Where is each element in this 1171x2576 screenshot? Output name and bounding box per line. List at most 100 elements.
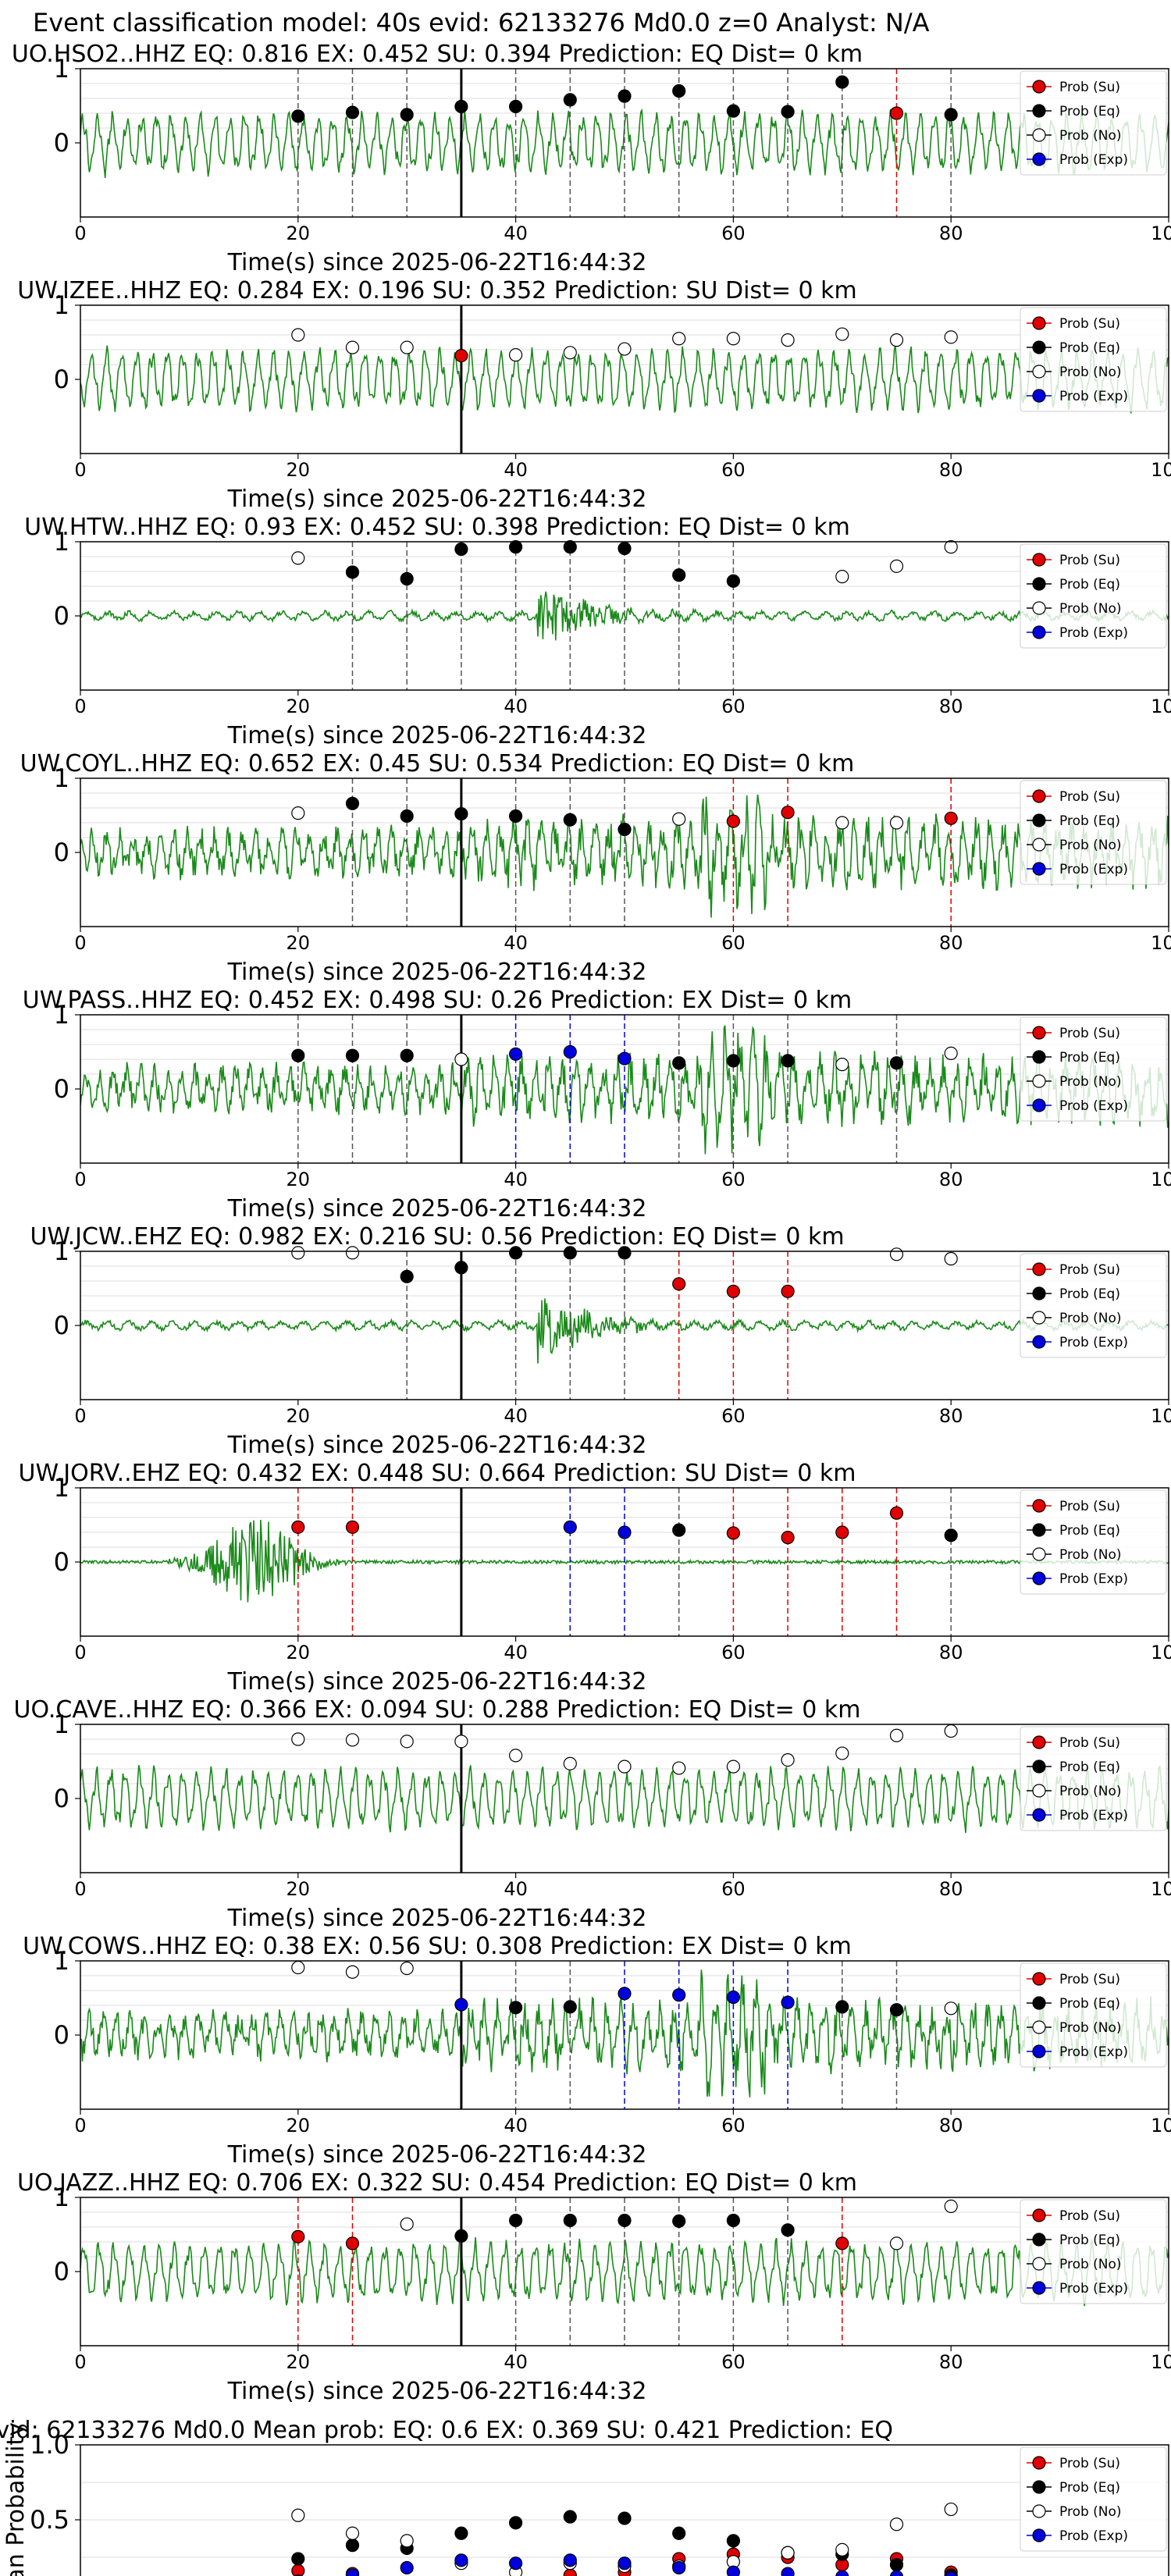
legend-label-exp: Prob (Exp) <box>1059 625 1128 641</box>
legend-marker-no <box>1032 1547 1046 1561</box>
prob-marker-su <box>944 811 958 825</box>
legend-marker-no <box>1032 128 1046 142</box>
prob-marker-eq <box>726 574 741 588</box>
prob-marker-eq <box>889 2003 904 2017</box>
legend-marker-eq <box>1032 1759 1046 1774</box>
x-tick-label: 40 <box>504 459 528 481</box>
legend-label-no: Prob (No) <box>1059 838 1122 853</box>
prob-marker-su <box>345 2236 360 2250</box>
prob-marker-no <box>781 333 795 347</box>
x-tick-label: 60 <box>721 222 746 244</box>
x-tick-label: 40 <box>504 1405 528 1427</box>
mean-marker-exp <box>345 2568 360 2576</box>
mean-marker-exp <box>889 2570 904 2576</box>
prob-marker-no <box>400 1961 414 1976</box>
legend-marker-eq <box>1032 577 1046 591</box>
prob-marker-no <box>889 1728 904 1742</box>
mean-marker-exp <box>618 2556 632 2571</box>
x-tick-label: 100 <box>1151 1405 1171 1427</box>
prob-marker-su <box>345 1520 360 1534</box>
mean-marker-no <box>345 2526 360 2540</box>
mean-marker-no <box>291 2508 305 2522</box>
x-tick-label: 0 <box>74 459 86 481</box>
legend-label-eq: Prob (Eq) <box>1059 577 1120 592</box>
x-tick-label: 60 <box>721 1169 746 1190</box>
panel-title: UW.COYL..HHZ EQ: 0.652 EX: 0.45 SU: 0.53… <box>20 750 855 777</box>
waveform-trace <box>80 344 1169 414</box>
y-tick-label: 0.5 <box>30 2505 69 2535</box>
legend-label-exp: Prob (Exp) <box>1059 2528 1128 2544</box>
prob-marker-eq <box>345 1048 360 1062</box>
prob-marker-eq <box>508 540 523 554</box>
legend-box <box>1020 307 1167 412</box>
mean-marker-eq <box>618 2511 632 2525</box>
prob-marker-exp <box>563 1520 577 1534</box>
y-tick-label: 0 <box>54 2257 69 2286</box>
y-tick-label: 1 <box>54 763 69 793</box>
waveform-trace <box>80 1765 1169 1834</box>
prob-marker-no <box>944 330 958 344</box>
x-tick-label: 0 <box>74 2351 86 2373</box>
x-tick-label: 20 <box>287 1169 311 1190</box>
x-tick-label: 20 <box>287 696 311 717</box>
prob-marker-eq <box>400 108 414 122</box>
mean-marker-no <box>889 2517 904 2532</box>
prob-marker-eq <box>563 93 577 107</box>
prob-marker-eq <box>508 809 523 824</box>
legend-label-su: Prob (Su) <box>1059 2456 1120 2471</box>
x-axis-label: Time(s) since 2025-06-22T16:44:32 <box>227 722 647 749</box>
x-tick-label: 40 <box>504 1642 528 1663</box>
prob-marker-eq <box>835 2000 849 2014</box>
prob-marker-su <box>835 2236 849 2250</box>
mean-marker-exp <box>400 2560 414 2575</box>
legend-label-eq: Prob (Eq) <box>1059 813 1120 829</box>
legend-label-exp: Prob (Exp) <box>1059 1335 1128 1350</box>
mean-marker-exp <box>672 2560 686 2575</box>
panel-title: evid: 62133276 Md0.0 Mean prob: EQ: 0.6 … <box>0 2417 893 2444</box>
legend-marker-su <box>1032 1499 1046 1513</box>
legend-marker-eq <box>1032 1523 1046 1537</box>
prob-marker-exp <box>563 1044 577 1059</box>
legend-label-no: Prob (No) <box>1059 1311 1122 1326</box>
x-tick-label: 100 <box>1151 1642 1171 1663</box>
prob-marker-eq <box>563 540 577 554</box>
station-panel: UW.IZEE..HHZ EQ: 0.284 EX: 0.196 SU: 0.3… <box>17 277 1171 513</box>
prob-marker-eq <box>781 1054 795 1068</box>
prob-marker-su <box>291 2229 305 2243</box>
panel-title: UW.PASS..HHZ EQ: 0.452 EX: 0.498 SU: 0.2… <box>23 987 852 1014</box>
x-tick-label: 0 <box>74 222 86 244</box>
prob-marker-eq <box>672 2214 686 2228</box>
prob-marker-su <box>726 1526 741 1540</box>
mean-marker-exp <box>945 2571 958 2576</box>
mean-marker-eq <box>563 2510 577 2524</box>
y-tick-label: 0 <box>54 838 69 867</box>
x-tick-label: 60 <box>721 459 746 481</box>
legend-box <box>1020 1016 1167 1122</box>
prob-marker-no <box>400 340 414 354</box>
x-tick-label: 40 <box>504 222 528 244</box>
prob-marker-no <box>291 551 305 565</box>
legend-label-no: Prob (No) <box>1059 2504 1122 2520</box>
prob-marker-eq <box>944 108 958 122</box>
x-axis-label: Time(s) since 2025-06-22T16:44:32 <box>227 2378 647 2405</box>
prob-marker-no <box>345 1965 360 1979</box>
legend-label-eq: Prob (Eq) <box>1059 1050 1120 1066</box>
prob-marker-no <box>889 816 904 830</box>
prob-marker-eq <box>508 1246 523 1260</box>
legend-label-su: Prob (Su) <box>1059 1972 1120 1987</box>
legend-marker-eq <box>1032 2233 1046 2247</box>
prob-marker-su <box>726 1284 741 1298</box>
prob-marker-eq <box>400 571 414 586</box>
station-panel: UW.COWS..HHZ EQ: 0.38 EX: 0.56 SU: 0.308… <box>23 1933 1171 2169</box>
y-tick-label: 0 <box>54 1311 69 1340</box>
prob-marker-eq <box>291 109 305 123</box>
prob-marker-no <box>726 332 741 346</box>
prob-marker-eq <box>400 1269 414 1283</box>
legend-label-no: Prob (No) <box>1059 1547 1122 1563</box>
prob-marker-no <box>345 1733 360 1747</box>
legend-marker-eq <box>1032 813 1046 827</box>
mean-probability-panel: evid: 62133276 Md0.0 Mean prob: EQ: 0.6 … <box>0 2417 1169 2576</box>
x-tick-label: 80 <box>939 1405 963 1427</box>
prob-marker-su <box>835 1525 849 1539</box>
legend-marker-no <box>1032 2257 1046 2271</box>
